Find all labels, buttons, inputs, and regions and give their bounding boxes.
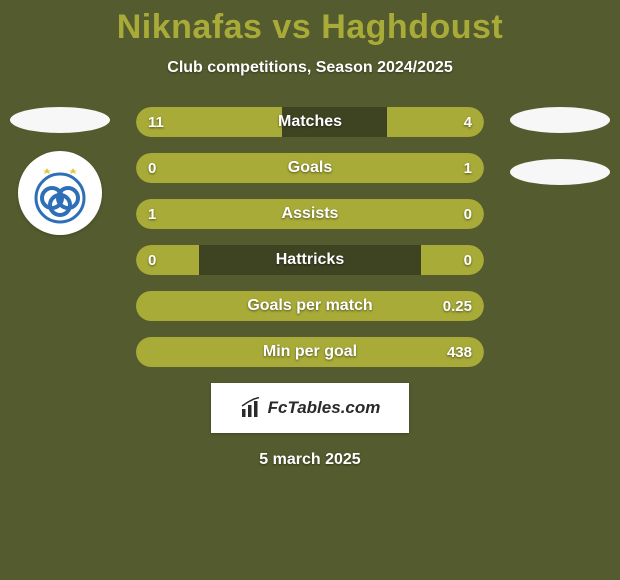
content-area: Matches114 Goals01 Assists10 Hattricks00 Goa… bbox=[0, 107, 620, 367]
stat-bar-row: Assists10 bbox=[136, 199, 484, 229]
player-a-avatar-placeholder bbox=[10, 107, 110, 133]
bar-fill-left bbox=[136, 153, 199, 183]
date-label: 5 march 2025 bbox=[0, 451, 620, 469]
stat-bar-row: Goals per match0.25 bbox=[136, 291, 484, 321]
stat-bar-row: Matches114 bbox=[136, 107, 484, 137]
title-vs: vs bbox=[272, 8, 311, 46]
brand-box[interactable]: FcTables.com bbox=[211, 383, 409, 433]
brand-text: FcTables.com bbox=[268, 398, 381, 418]
bar-fill-left bbox=[136, 107, 282, 137]
bar-fill-right bbox=[199, 153, 484, 183]
page-title: Niknafas vs Haghdoust bbox=[0, 0, 620, 47]
bar-fill-right bbox=[136, 337, 484, 367]
club-crest-icon bbox=[25, 158, 95, 228]
bar-fill-left bbox=[136, 199, 421, 229]
player-b-club-placeholder bbox=[510, 159, 610, 185]
stat-bar-row: Hattricks00 bbox=[136, 245, 484, 275]
bar-fill-right bbox=[421, 199, 484, 229]
player-a-club-badge bbox=[18, 151, 102, 235]
stat-bar-row: Min per goal438 bbox=[136, 337, 484, 367]
title-player-a: Niknafas bbox=[117, 8, 263, 46]
brand-chart-icon bbox=[240, 397, 262, 419]
bar-fill-left bbox=[136, 245, 199, 275]
bar-fill-right bbox=[421, 245, 484, 275]
comparison-card: Niknafas vs Haghdoust Club competitions,… bbox=[0, 0, 620, 580]
right-column bbox=[500, 107, 620, 185]
left-column bbox=[0, 107, 120, 235]
stat-bars: Matches114 Goals01 Assists10 Hattricks00 Goa… bbox=[136, 107, 484, 367]
subtitle: Club competitions, Season 2024/2025 bbox=[0, 59, 620, 77]
stat-bar-row: Goals01 bbox=[136, 153, 484, 183]
player-b-avatar-placeholder bbox=[510, 107, 610, 133]
bar-fill-right bbox=[136, 291, 484, 321]
bar-fill-right bbox=[387, 107, 484, 137]
title-player-b: Haghdoust bbox=[321, 8, 503, 46]
